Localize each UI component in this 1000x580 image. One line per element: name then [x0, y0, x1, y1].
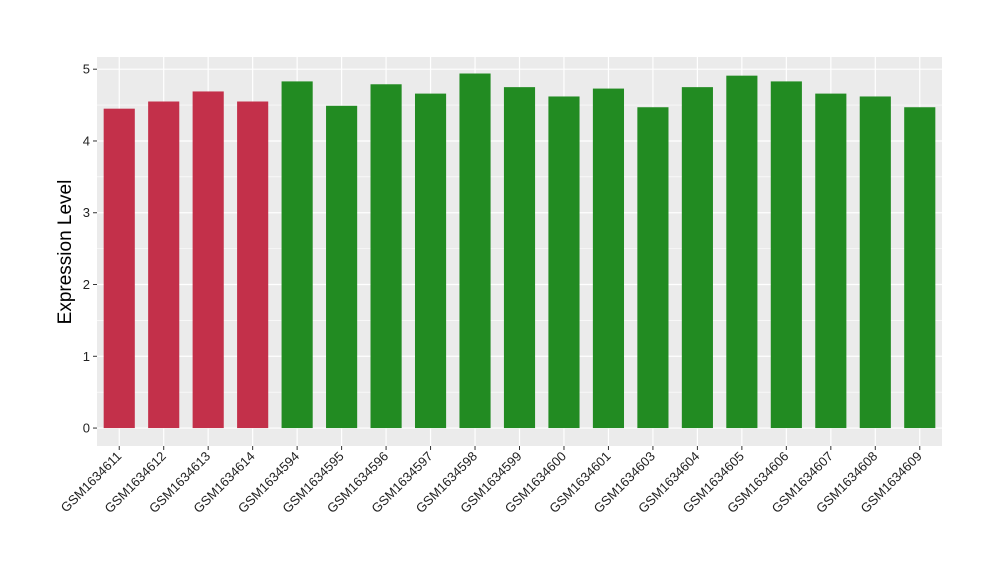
bar-GSM1634606 — [770, 81, 802, 429]
bar-GSM1634608 — [859, 96, 891, 429]
bar-GSM1634613 — [192, 91, 224, 429]
y-tick-label: 5 — [83, 62, 90, 77]
x-axis: GSM1634611GSM1634612GSM1634613GSM1634614… — [58, 446, 925, 516]
y-tick-label: 2 — [83, 277, 90, 292]
bar-GSM1634595 — [326, 105, 358, 429]
y-tick-label: 1 — [83, 349, 90, 364]
bars — [103, 73, 936, 429]
y-axis: 0 1 2 3 4 5 — [83, 62, 97, 436]
y-tick-label: 3 — [83, 205, 90, 220]
bar-GSM1634614 — [237, 101, 269, 429]
bar-GSM1634604 — [681, 87, 713, 429]
bar-GSM1634603 — [637, 107, 669, 429]
bar-GSM1634598 — [459, 73, 491, 429]
bar-GSM1634600 — [548, 96, 580, 429]
bar-GSM1634599 — [503, 87, 536, 429]
bar-GSM1634607 — [815, 93, 847, 429]
bar-GSM1634609 — [904, 107, 936, 429]
bar-GSM1634611 — [103, 108, 135, 429]
bar-GSM1634601 — [592, 88, 625, 429]
y-tick-label: 4 — [83, 133, 90, 148]
bar-GSM1634596 — [370, 84, 402, 429]
y-tick-label: 0 — [83, 421, 90, 436]
bar-GSM1634597 — [414, 93, 447, 429]
bar-GSM1634605 — [726, 75, 758, 429]
bar-GSM1634594 — [281, 81, 313, 429]
y-axis-title: Expression Level — [55, 180, 76, 325]
bar-GSM1634612 — [148, 101, 180, 429]
